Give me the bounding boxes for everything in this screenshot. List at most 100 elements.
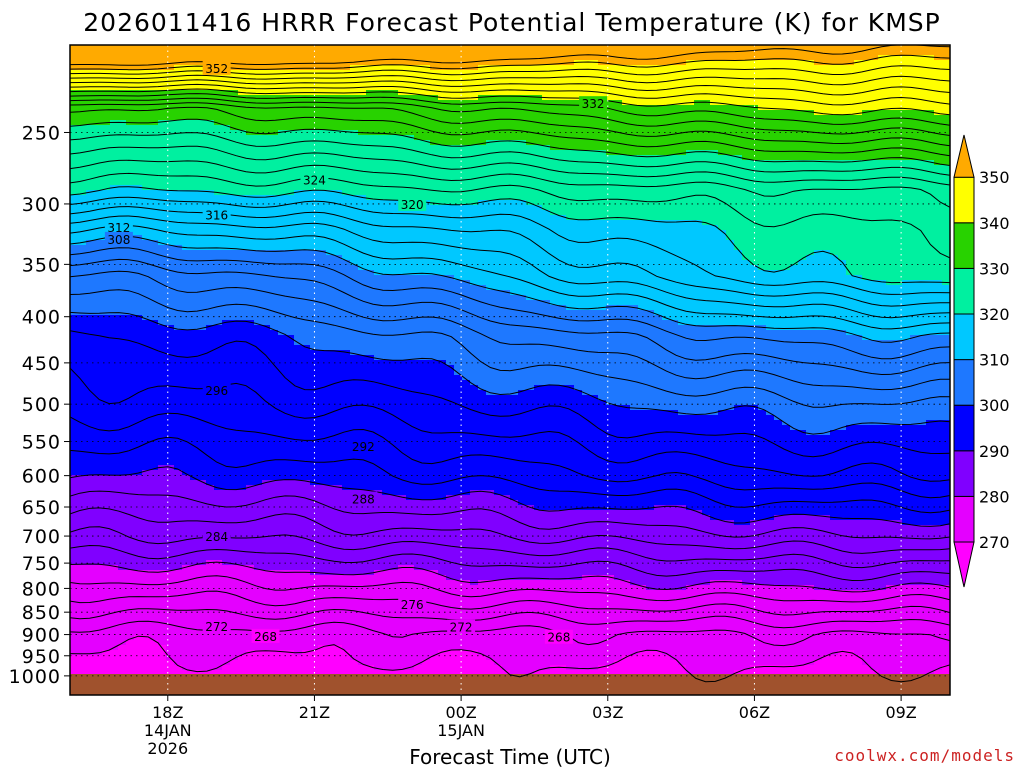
band-cell	[574, 115, 583, 121]
band-cell	[798, 65, 807, 71]
band-cell	[710, 70, 719, 76]
band-cell	[166, 110, 175, 116]
band-cell	[390, 80, 399, 86]
band-cell	[110, 270, 119, 276]
band-cell	[398, 105, 407, 111]
band-cell	[214, 175, 223, 181]
band-cell	[566, 50, 575, 56]
band-cell	[318, 195, 327, 201]
band-cell	[758, 125, 767, 131]
band-cell	[70, 170, 79, 176]
band-cell	[798, 180, 807, 186]
band-cell	[142, 160, 151, 166]
band-cell	[262, 235, 271, 241]
band-cell	[358, 245, 367, 251]
band-cell	[766, 210, 775, 216]
band-cell	[382, 85, 391, 91]
band-cell	[934, 190, 943, 196]
band-cell	[686, 120, 695, 126]
band-cell	[358, 200, 367, 206]
band-cell	[646, 160, 655, 166]
band-cell	[366, 80, 375, 86]
band-cell	[430, 90, 439, 96]
band-cell	[430, 145, 439, 151]
band-cell	[422, 180, 431, 186]
band-cell	[662, 130, 671, 136]
band-cell	[758, 150, 767, 156]
band-cell	[110, 140, 119, 146]
band-cell	[382, 70, 391, 76]
band-cell	[302, 235, 311, 241]
band-cell	[518, 225, 527, 231]
band-cell	[646, 105, 655, 111]
band-cell	[902, 115, 911, 121]
band-cell	[214, 75, 223, 81]
band-cell	[542, 145, 551, 151]
band-cell	[318, 220, 327, 226]
band-cell	[494, 55, 503, 61]
band-cell	[198, 250, 207, 256]
band-cell	[246, 75, 255, 81]
band-cell	[174, 235, 183, 241]
band-cell	[374, 260, 383, 266]
band-cell	[430, 105, 439, 111]
band-cell	[702, 255, 711, 261]
band-cell	[918, 85, 927, 91]
band-cell	[590, 130, 599, 136]
band-cell	[630, 175, 639, 181]
band-cell	[526, 70, 535, 76]
band-cell	[246, 245, 255, 251]
band-cell	[902, 235, 911, 241]
band-cell	[182, 205, 191, 211]
band-cell	[78, 155, 87, 161]
band-cell	[190, 110, 199, 116]
band-cell	[870, 210, 879, 216]
band-cell	[774, 140, 783, 146]
band-cell	[798, 45, 807, 51]
band-cell	[694, 115, 703, 121]
band-cell	[470, 125, 479, 131]
band-cell	[822, 175, 831, 181]
band-cell	[454, 255, 463, 261]
band-cell	[278, 70, 287, 76]
band-cell	[542, 185, 551, 191]
band-cell	[422, 235, 431, 241]
band-cell	[318, 50, 327, 56]
band-cell	[246, 125, 255, 131]
band-cell	[70, 195, 79, 201]
band-cell	[806, 110, 815, 116]
band-cell	[534, 185, 543, 191]
band-cell	[862, 60, 871, 66]
band-cell	[718, 70, 727, 76]
band-cell	[470, 245, 479, 251]
band-cell	[86, 260, 95, 266]
band-cell	[726, 115, 735, 121]
band-cell	[470, 140, 479, 146]
band-cell	[846, 100, 855, 106]
band-cell	[606, 50, 615, 56]
band-cell	[286, 255, 295, 261]
band-cell	[854, 245, 863, 251]
band-cell	[622, 70, 631, 76]
band-cell	[542, 125, 551, 131]
band-cell	[486, 105, 495, 111]
band-cell	[134, 250, 143, 256]
band-cell	[798, 245, 807, 251]
band-cell	[270, 230, 279, 236]
band-cell	[686, 140, 695, 146]
band-cell	[686, 80, 695, 86]
band-cell	[86, 90, 95, 96]
band-cell	[214, 195, 223, 201]
band-cell	[670, 205, 679, 211]
band-cell	[118, 65, 127, 71]
band-cell	[198, 195, 207, 201]
band-cell	[342, 145, 351, 151]
band-cell	[734, 235, 743, 241]
band-cell	[246, 235, 255, 241]
band-cell	[614, 200, 623, 206]
band-cell	[390, 150, 399, 156]
band-cell	[190, 90, 199, 96]
band-cell	[158, 220, 167, 226]
band-cell	[934, 195, 943, 201]
band-cell	[886, 180, 895, 186]
